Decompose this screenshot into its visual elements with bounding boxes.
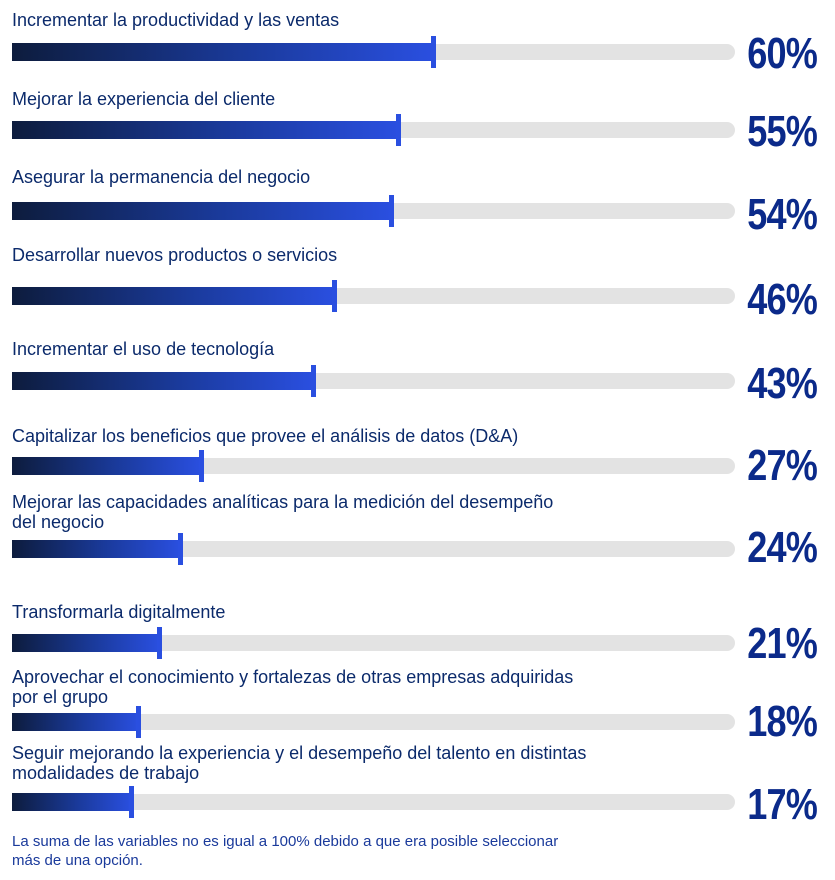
value-label: 55% [747,107,818,156]
bar-track [12,794,735,810]
value-label: 54% [747,190,818,239]
value-label: 43% [747,359,818,408]
bar-label: Seguir mejorando la experiencia y el des… [12,743,587,783]
bar [12,43,434,61]
bar-end-marker [431,36,436,68]
value-label: 27% [747,441,818,490]
bar-end-marker [396,114,401,146]
bar-end-marker [157,627,162,659]
bar-label: Desarrollar nuevos productos o servicios [12,245,338,265]
bar-end-marker [311,365,316,397]
bar [12,793,132,811]
footnote: La suma de las variables no es igual a 1… [12,833,559,869]
bar-end-marker [389,195,394,227]
value-label: 17% [747,780,818,829]
value-label: 21% [747,619,818,668]
bar-label: Transformarla digitalmente [12,602,226,622]
bar [12,287,335,305]
bar [12,121,399,139]
bar-label: Mejorar las capacidades analíticas para … [12,492,554,532]
bar [12,713,139,731]
bar-track [12,714,735,730]
bar [12,372,314,390]
bar-track [12,541,735,557]
bar-end-marker [332,280,337,312]
bar [12,457,202,475]
value-label: 24% [747,523,818,572]
bar [12,634,160,652]
bar [12,202,392,220]
value-label: 46% [747,275,818,324]
bar-end-marker [129,786,134,818]
bar-label: Incrementar la productividad y las venta… [12,10,340,30]
bar-label: Aprovechar el conocimiento y fortalezas … [12,667,574,707]
bar-end-marker [136,706,141,738]
bar-label: Incrementar el uso de tecnología [12,339,275,359]
value-label: 18% [747,697,818,746]
bar-end-marker [178,533,183,565]
bar-label: Mejorar la experiencia del cliente [12,89,276,109]
bar-label: Capitalizar los beneficios que provee el… [12,426,519,446]
bar-end-marker [199,450,204,482]
bar-track [12,635,735,651]
value-label: 60% [747,29,818,78]
bar [12,540,181,558]
bar-label: Asegurar la permanencia del negocio [12,167,311,187]
